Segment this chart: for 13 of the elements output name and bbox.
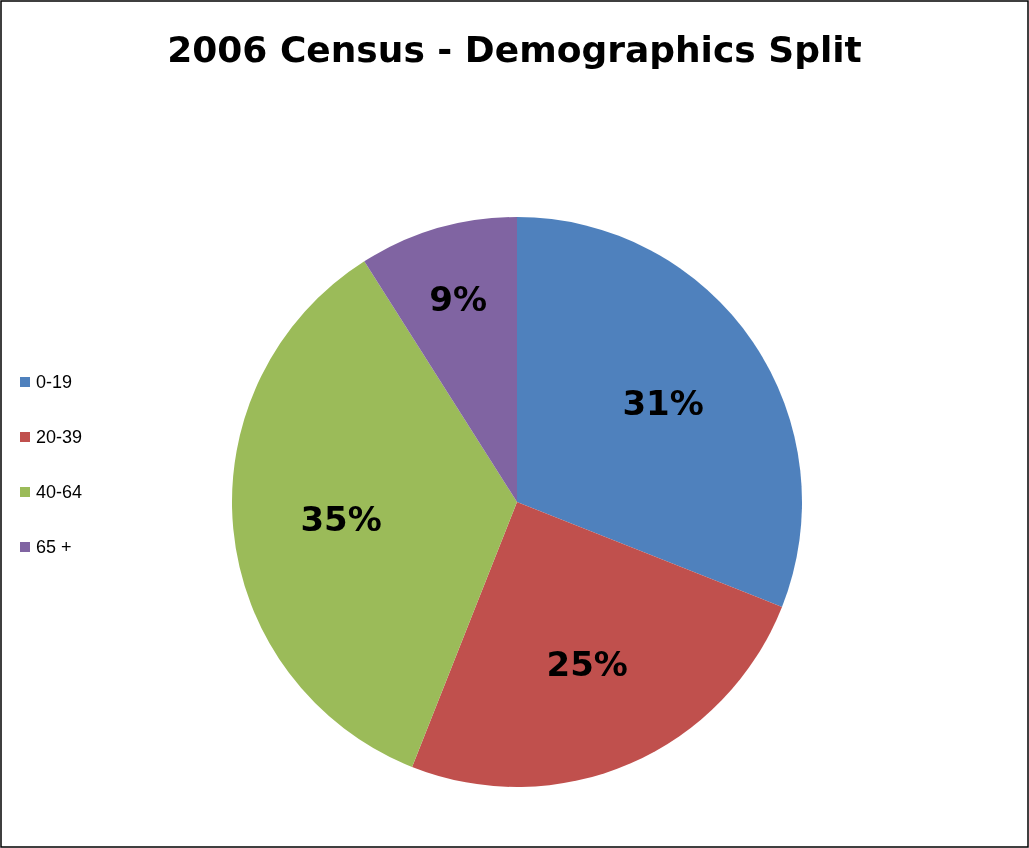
legend-label: 20-39: [36, 427, 83, 447]
data-label: 31%: [622, 382, 704, 423]
chart-title: 2006 Census - Demographics Split: [167, 29, 862, 70]
legend-label: 65 +: [36, 537, 72, 557]
pie-slice: [517, 217, 802, 607]
pie-slice: [232, 261, 517, 767]
pie-slice: [364, 217, 517, 502]
data-label: 9%: [429, 279, 488, 320]
data-label: 25%: [546, 644, 628, 685]
data-label: 35%: [300, 498, 382, 539]
pie-slice: [412, 502, 782, 787]
legend-label: 40-64: [36, 482, 83, 502]
legend-label: 0-19: [36, 372, 73, 392]
